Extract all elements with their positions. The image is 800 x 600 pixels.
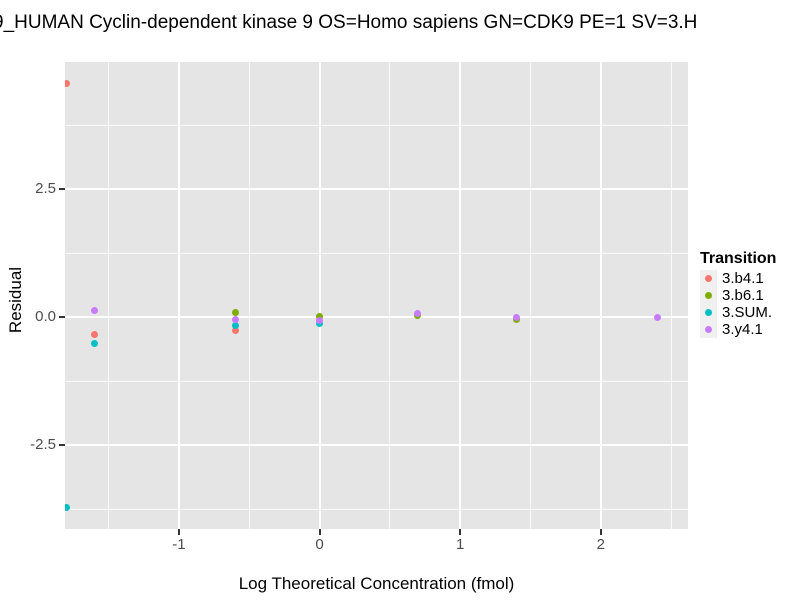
legend-dot <box>705 309 712 316</box>
gridline-major-horizontal <box>65 188 688 191</box>
legend-item: 3.b4.1 <box>700 270 776 287</box>
legend-dot <box>705 275 712 282</box>
gridline-minor-horizontal <box>65 380 688 382</box>
data-point <box>316 316 324 324</box>
plot-panel <box>65 62 688 529</box>
x-axis-title: Log Theoretical Concentration (fmol) <box>238 574 515 593</box>
gridline-minor-horizontal <box>65 509 688 511</box>
gridline-minor-horizontal <box>65 124 688 126</box>
data-point <box>231 321 239 329</box>
x-tick-label: 0 <box>315 536 324 553</box>
y-tick-label: -2.5 <box>30 436 56 454</box>
legend-key <box>700 321 717 338</box>
gridline-minor-vertical <box>108 62 110 529</box>
y-tick-mark <box>59 444 65 447</box>
data-point <box>653 313 661 321</box>
legend-title: Transition <box>700 250 777 267</box>
data-point <box>231 326 239 334</box>
gridline-minor-horizontal <box>65 252 688 254</box>
legend-item-label: 3.SUM. <box>722 304 773 321</box>
y-tick-mark <box>59 188 65 191</box>
legend-item: 3.SUM. <box>700 304 776 321</box>
gridline-major-horizontal <box>65 444 688 447</box>
x-tick-mark <box>459 529 462 535</box>
data-point <box>65 79 70 87</box>
legend-dot <box>705 292 712 299</box>
legend-key <box>700 287 717 304</box>
gridline-major-vertical <box>459 62 462 529</box>
data-point <box>316 312 324 320</box>
y-tick-label: 0.0 <box>35 308 56 326</box>
gridline-major-vertical <box>599 62 602 529</box>
x-tick-label: 1 <box>456 536 465 553</box>
x-tick-mark <box>318 529 321 535</box>
gridline-minor-vertical <box>670 62 672 529</box>
legend-dot <box>705 326 712 333</box>
legend-items: 3.b4.1 3.b6.1 3.SUM. 3.y4.1 <box>700 270 776 338</box>
data-point <box>512 313 520 321</box>
legend-item: 3.b6.1 <box>700 287 776 304</box>
data-point <box>91 306 99 314</box>
legend-key <box>700 270 717 287</box>
legend-key <box>700 304 717 321</box>
legend-item: 3.y4.1 <box>700 321 776 338</box>
data-point <box>91 339 99 347</box>
y-tick-mark <box>59 316 65 319</box>
gridline-major-vertical <box>177 62 180 529</box>
data-point <box>231 315 239 323</box>
x-tick-mark <box>599 529 602 535</box>
plot-title: 9_HUMAN Cyclin-dependent kinase 9 OS=Hom… <box>0 12 698 33</box>
legend-item-label: 3.b6.1 <box>722 287 764 304</box>
x-tick-label: 2 <box>596 536 605 553</box>
gridline-minor-vertical <box>529 62 531 529</box>
x-tick-mark <box>177 529 180 535</box>
data-point <box>65 504 70 512</box>
gridline-major-vertical <box>318 62 321 529</box>
gridline-minor-vertical <box>389 62 391 529</box>
data-point <box>414 309 422 317</box>
gridline-minor-vertical <box>248 62 250 529</box>
gridline-major-horizontal <box>65 316 688 319</box>
legend-item-label: 3.b4.1 <box>722 270 764 287</box>
x-tick-label: -1 <box>172 536 186 553</box>
y-tick-label: 2.5 <box>35 180 56 198</box>
data-point <box>91 330 99 338</box>
data-point <box>231 308 239 316</box>
legend: Transition 3.b4.1 3.b6.1 3.SUM. 3.y4.1 <box>700 249 776 338</box>
data-point <box>316 320 324 328</box>
legend-item-label: 3.y4.1 <box>722 321 763 338</box>
